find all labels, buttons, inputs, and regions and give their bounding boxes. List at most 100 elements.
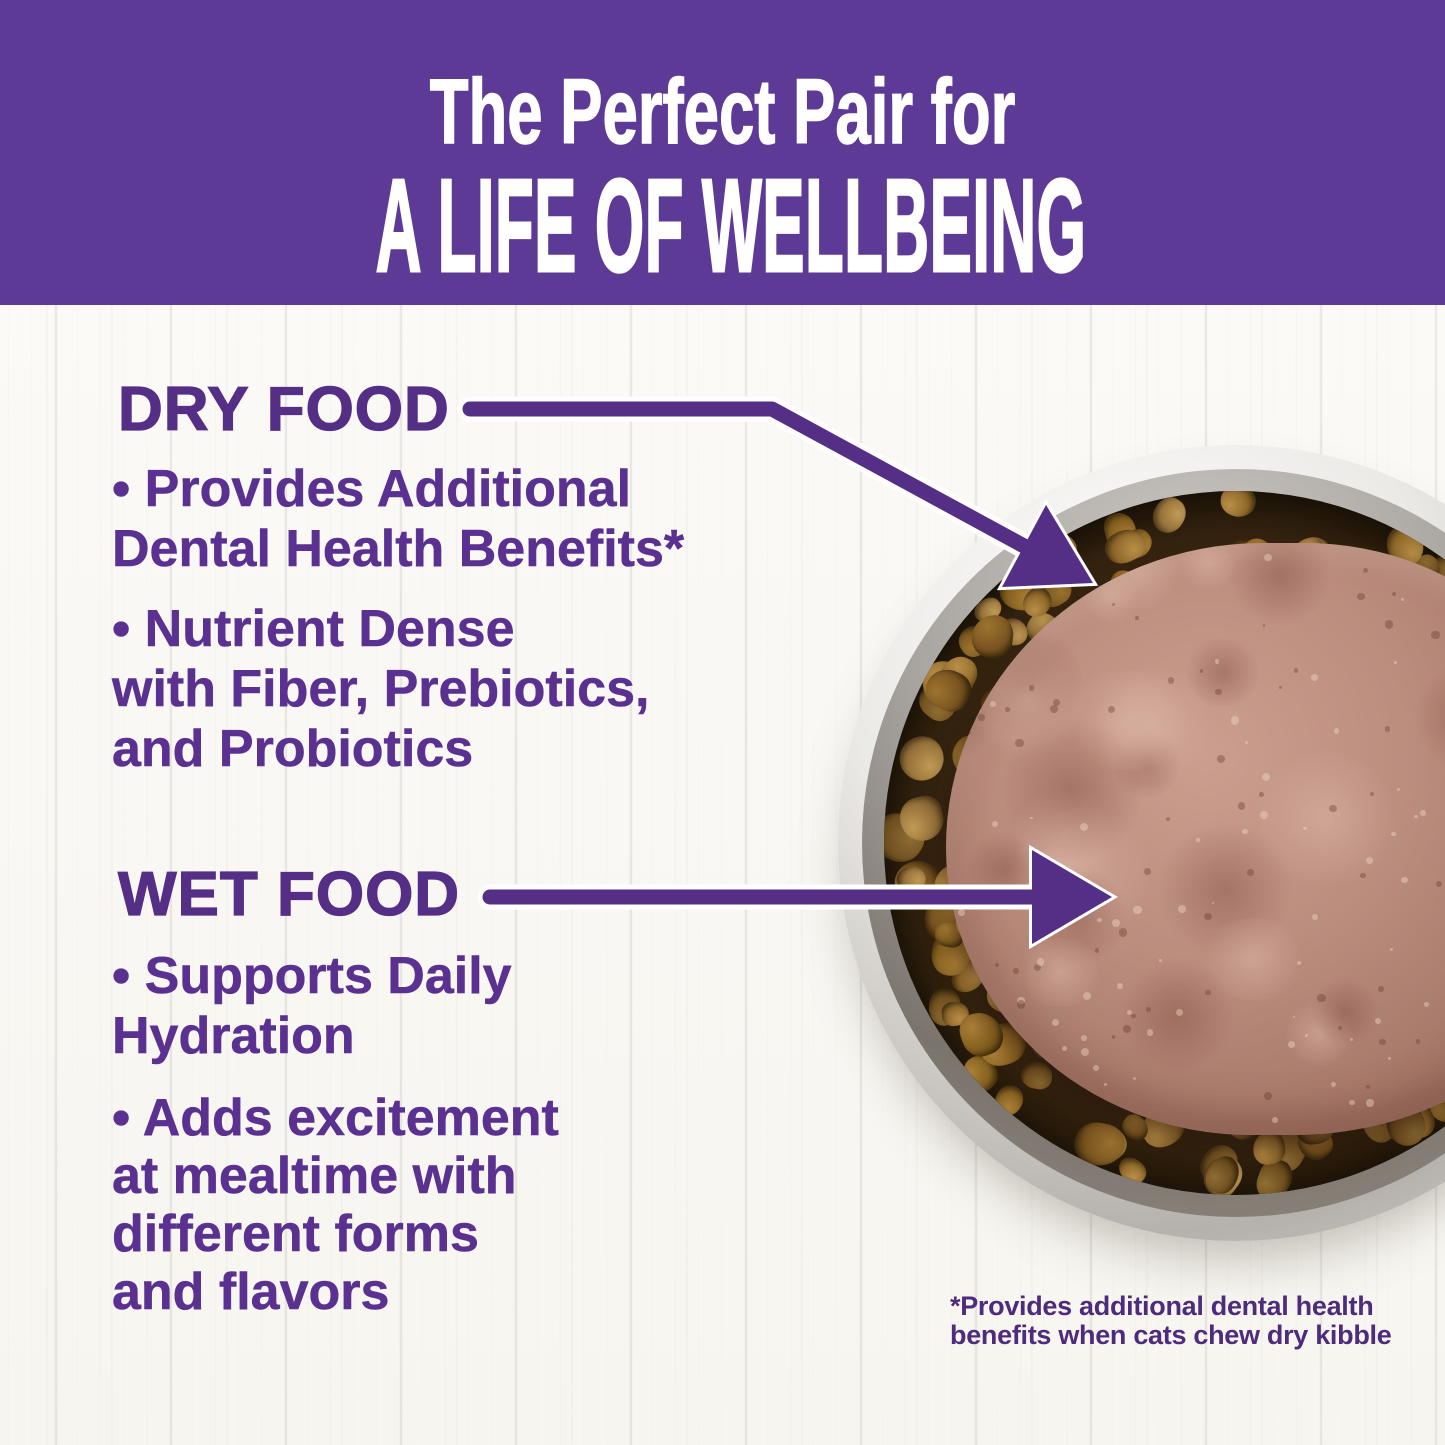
wet-food-speckle (1117, 983, 1123, 989)
wet-food-speckle (1017, 996, 1025, 1005)
wet-food-texture-blob (1014, 937, 1107, 1008)
wet-food-speckle (1079, 822, 1089, 832)
wet-food-speckle (1214, 659, 1220, 665)
wet-food-speckle (946, 1112, 952, 1117)
wet-food-speckle (1431, 630, 1440, 640)
wet-food-texture-blob (1281, 1000, 1357, 1069)
wet-food-speckle (958, 909, 965, 916)
wet-food-speckle (1279, 686, 1283, 690)
bullet-line: with Fiber, Prebiotics, (112, 660, 650, 719)
wet-food-speckle (1159, 959, 1163, 963)
wet-food-speckle (1050, 704, 1059, 713)
wet-food-speckle (1015, 1060, 1023, 1068)
wet-food-speckle (1036, 958, 1045, 966)
wet-food-speckle (961, 963, 967, 969)
wet-food-bullet-1: • Supports Daily Hydration (112, 946, 512, 1066)
wet-food-speckle (1242, 828, 1248, 835)
wet-food-speckle (1125, 559, 1133, 567)
wet-food-speckle (1135, 616, 1139, 620)
wet-food-speckle (1111, 919, 1120, 928)
bullet-line: • Supports Daily (112, 947, 512, 1006)
wet-food-speckle (965, 729, 972, 736)
wet-food-speckle (964, 1030, 971, 1036)
wet-food-speckle (1259, 792, 1264, 797)
wet-food-speckle (1297, 961, 1301, 966)
dry-food-bullet-2: • Nutrient Dense with Fiber, Prebiotics,… (112, 599, 650, 779)
wet-food-speckle (1401, 877, 1408, 884)
wet-food-speckle (1081, 1048, 1090, 1057)
wet-food-texture-blob (1250, 747, 1401, 889)
bullet-line: and flavors (112, 1263, 390, 1322)
wet-food-speckle (1365, 856, 1373, 864)
wet-food-speckle (1080, 1035, 1087, 1042)
bullet-line: at mealtime with (112, 1147, 517, 1206)
wet-food-speckle (1389, 947, 1394, 952)
wet-food-speckle (1387, 1056, 1391, 1060)
wet-food-speckle (1130, 1013, 1136, 1019)
wet-food-speckle (1377, 985, 1385, 993)
wet-food-speckle (1384, 726, 1391, 732)
wet-food-speckle (977, 708, 981, 713)
wet-food-speckle (1366, 1084, 1370, 1089)
banner-title: A LIFE OF WELLBEING (375, 152, 1087, 299)
wet-food-speckle (1244, 740, 1248, 744)
wet-food-speckle (1391, 592, 1396, 597)
wet-food-speckle (1415, 1039, 1421, 1044)
wet-food-speckle (1094, 947, 1100, 953)
bullet-line: Hydration (112, 1007, 355, 1066)
wet-food-speckle (1366, 1099, 1375, 1108)
wet-food-speckle (951, 650, 960, 659)
wet-food-speckle (1379, 1038, 1386, 1045)
wet-food-speckle (1012, 968, 1019, 975)
wet-food-speckle (1331, 1081, 1337, 1087)
wet-food-speckle (950, 972, 958, 980)
wet-food-speckle (964, 1000, 971, 1007)
wet-food-speckle (1062, 1045, 1068, 1051)
wet-food-speckle (1166, 817, 1170, 821)
wet-food-speckle (994, 962, 1000, 968)
wet-food-speckle (991, 569, 995, 574)
wet-food-speckle (1176, 1009, 1184, 1017)
wet-food-speckle (1007, 645, 1012, 651)
wet-food-speckle (1211, 901, 1215, 905)
wet-food-speckle (1333, 728, 1340, 735)
wet-food-speckle (1349, 1037, 1353, 1041)
wet-food-speckle (1293, 668, 1299, 673)
wet-food-texture-blob (1231, 543, 1329, 632)
wet-food-speckle (1288, 1041, 1295, 1048)
wet-food-speckle (1082, 992, 1091, 1001)
wet-food-texture-blob (1087, 668, 1220, 782)
wet-food-speckle (961, 672, 968, 680)
wet-food-speckle (1010, 612, 1014, 616)
wet-food-speckle (1259, 810, 1268, 819)
wet-food-speckle (1017, 1113, 1023, 1119)
wet-food-speckle (1030, 586, 1038, 595)
wet-food-speckle (1028, 685, 1035, 691)
wet-food-speckle (1261, 772, 1270, 781)
dry-food-arrow (457, 396, 1099, 591)
wet-food-speckle (1357, 592, 1365, 601)
wet-food-speckle (1400, 597, 1405, 602)
wet-food-heading: WET FOOD (117, 860, 461, 929)
wet-food-speckle (1264, 553, 1272, 562)
wet-food-speckle (1052, 1018, 1060, 1027)
wet-food-arrow (477, 844, 1118, 950)
wet-food-speckle (1177, 905, 1186, 914)
wet-food-speckle (978, 714, 985, 721)
wet-food-speckle (1132, 1076, 1137, 1081)
wet-food-speckle (1436, 881, 1442, 887)
wet-food-speckle (1167, 677, 1175, 684)
wet-food-speckle (1216, 755, 1225, 764)
wet-food-speckle (1238, 802, 1246, 810)
wet-food-texture-blob (1310, 976, 1380, 1049)
footnote: *Provides additional dental health benef… (950, 1292, 1392, 1350)
wet-food-speckle (1413, 814, 1418, 819)
wet-food-speckle (1310, 674, 1318, 682)
bullet-line: • Adds excitement (112, 1089, 559, 1148)
wet-food-speckle (1329, 804, 1337, 813)
bullet-line: and Probiotics (112, 720, 474, 779)
bullet-line: • Nutrient Dense (112, 600, 515, 659)
wet-food-speckle (1199, 669, 1203, 673)
wet-food-speckle (1215, 688, 1222, 696)
